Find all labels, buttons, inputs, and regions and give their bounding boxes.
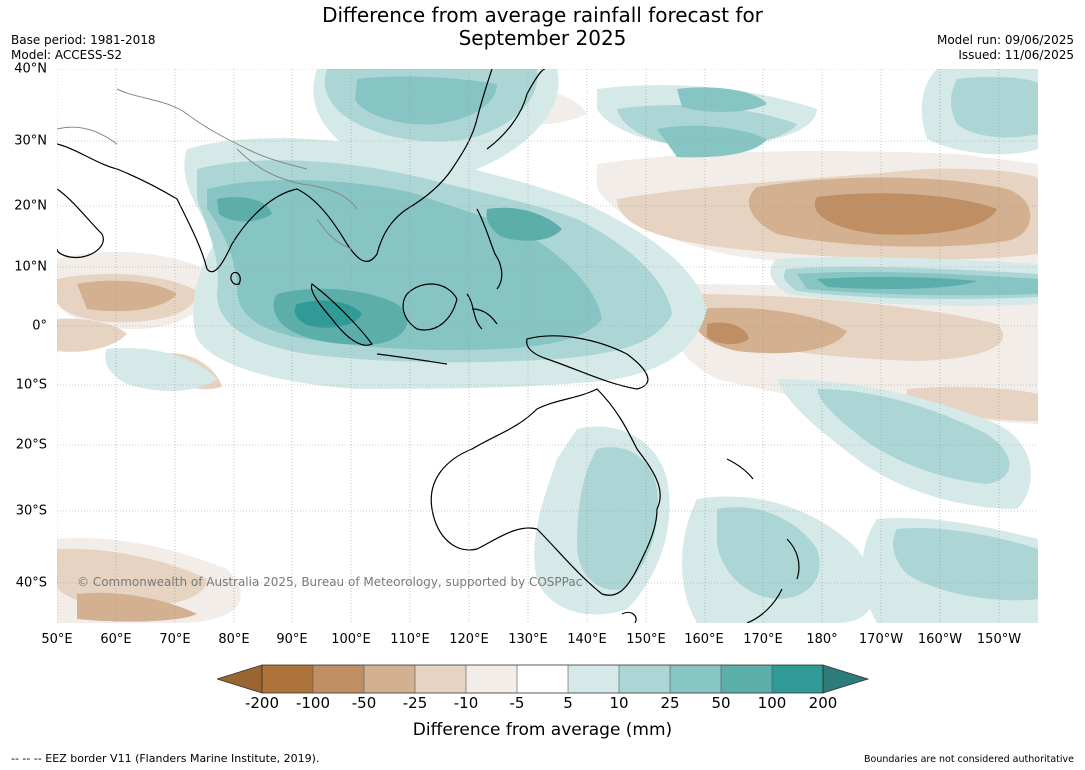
meta-right: Model run: 09/06/2025 Issued: 11/06/2025 — [937, 33, 1074, 63]
lat-label: 0° — [32, 318, 47, 334]
meta-left: Base period: 1981-2018 Model: ACCESS-S2 — [11, 33, 156, 63]
colorbar-tick-label: 100 — [757, 694, 787, 712]
colorbar-swatch — [313, 665, 364, 693]
map-title: Difference from average rainfall forecas… — [0, 4, 1085, 50]
lon-label: 120°E — [449, 632, 489, 647]
issued-date: Issued: 11/06/2025 — [958, 48, 1074, 62]
lon-label: 90°E — [276, 632, 308, 647]
colorbar-tick-label: -50 — [351, 694, 377, 712]
lon-label: 60°E — [100, 632, 132, 647]
lat-label: 40°N — [14, 61, 47, 77]
colorbar-tick-label: 25 — [660, 694, 680, 712]
colorbar — [217, 664, 869, 694]
colorbar-tick-label: 200 — [808, 694, 838, 712]
lon-label: 110°E — [390, 632, 430, 647]
rainfall-map — [57, 69, 1038, 623]
lon-label: 150°E — [626, 632, 666, 647]
lat-label: 20°S — [15, 437, 47, 453]
lon-label: 80°E — [218, 632, 250, 647]
colorbar-tick-label: 5 — [563, 694, 573, 712]
colorbar-tick-label: -10 — [453, 694, 479, 712]
lon-label: 100°E — [331, 632, 371, 647]
colorbar-swatch — [364, 665, 415, 693]
title-line-2: September 2025 — [458, 26, 627, 50]
lon-label: 160°W — [917, 632, 963, 647]
colorbar-swatch — [772, 665, 823, 693]
lon-label: 170°W — [858, 632, 904, 647]
colorbar-title: Difference from average (mm) — [412, 720, 673, 740]
colorbar-swatch — [262, 665, 313, 693]
colorbar-tick-label: -100 — [295, 694, 331, 712]
colorbar-swatch — [568, 665, 619, 693]
colorbar-tick-label: 10 — [609, 694, 629, 712]
country-borders — [57, 88, 358, 250]
coastlines — [57, 69, 800, 623]
lat-label: 40°S — [15, 575, 47, 591]
colorbar-tick-label: -25 — [402, 694, 428, 712]
lat-label: 10°N — [14, 259, 47, 275]
colorbar-swatch — [721, 665, 772, 693]
dry-anomaly-very-strong — [707, 193, 997, 345]
gridlines — [57, 69, 1038, 623]
lon-label: 160°E — [684, 632, 724, 647]
colorbar-swatch — [670, 665, 721, 693]
copyright-notice: © Commonwealth of Australia 2025, Bureau… — [77, 575, 583, 589]
lon-label: 150°W — [976, 632, 1022, 647]
colorbar-swatch — [466, 665, 517, 693]
colorbar-over-arrow — [822, 664, 869, 694]
lon-label: 140°E — [567, 632, 607, 647]
lon-label: 70°E — [159, 632, 191, 647]
model-run: Model run: 09/06/2025 — [936, 33, 1074, 47]
eez-border-note: -- -- -- EEZ border V11 (Flanders Marine… — [11, 752, 320, 765]
lon-label: 130°E — [508, 632, 548, 647]
lat-label: 20°N — [14, 198, 47, 214]
colorbar-swatch — [415, 665, 466, 693]
lat-label: 30°S — [15, 503, 47, 519]
boundaries-disclaimer: Boundaries are not considered authoritat… — [864, 754, 1074, 765]
lon-label: 170°E — [743, 632, 783, 647]
colorbar-tick-label: 50 — [711, 694, 731, 712]
colorbar-tick-label: -200 — [244, 694, 280, 712]
colorbar-swatch — [619, 665, 670, 693]
title-line-1: Difference from average rainfall forecas… — [322, 3, 763, 27]
lon-label: 50°E — [41, 632, 73, 647]
colorbar-under-arrow — [217, 664, 263, 694]
base-period: Base period: 1981-2018 — [11, 33, 156, 47]
lon-label: 180° — [806, 632, 838, 647]
model-name: Model: ACCESS-S2 — [11, 48, 123, 62]
lat-label: 10°S — [15, 377, 47, 393]
lat-label: 30°N — [14, 133, 47, 149]
colorbar-swatch — [517, 665, 568, 693]
colorbar-tick-label: -5 — [509, 694, 525, 712]
